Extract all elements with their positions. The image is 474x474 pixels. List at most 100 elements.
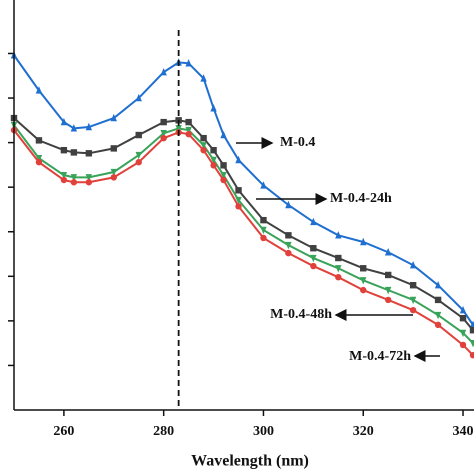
- marker: [70, 179, 78, 186]
- marker: [135, 159, 142, 166]
- marker: [135, 93, 142, 102]
- series-line: [13, 117, 474, 331]
- x-axis-label: Wavelength (nm): [191, 453, 309, 470]
- series-line: [13, 124, 474, 344]
- marker: [210, 162, 217, 169]
- marker: [185, 59, 192, 67]
- marker: [35, 86, 43, 94]
- marker: [409, 282, 417, 289]
- marker: [434, 311, 442, 320]
- marker: [360, 286, 367, 294]
- marker: [335, 231, 342, 239]
- legend-label: M-0.4-24h: [330, 191, 392, 206]
- marker: [235, 203, 242, 210]
- marker: [360, 277, 367, 285]
- marker: [310, 254, 317, 263]
- marker: [384, 286, 392, 295]
- marker: [185, 118, 192, 126]
- marker: [335, 265, 342, 273]
- marker: [360, 237, 367, 246]
- marker: [200, 146, 207, 154]
- marker: [210, 156, 217, 165]
- marker: [60, 176, 68, 184]
- marker: [220, 176, 227, 184]
- marker: [160, 118, 167, 126]
- marker: [185, 130, 192, 138]
- marker: [384, 271, 392, 279]
- series-line: [13, 54, 474, 326]
- marker: [335, 254, 342, 262]
- marker: [175, 125, 182, 133]
- marker: [260, 216, 267, 224]
- marker: [220, 130, 227, 139]
- marker: [310, 245, 317, 252]
- marker: [384, 248, 392, 256]
- marker: [70, 174, 78, 182]
- marker: [85, 174, 93, 182]
- x-tick-label: 320: [353, 424, 374, 439]
- x-tick-label: 260: [53, 424, 74, 439]
- marker: [434, 321, 442, 329]
- marker: [285, 241, 292, 250]
- marker: [469, 339, 474, 348]
- marker: [285, 249, 292, 257]
- marker: [434, 281, 442, 289]
- marker: [160, 134, 167, 142]
- marker: [210, 146, 217, 154]
- marker: [110, 145, 117, 152]
- marker: [235, 196, 242, 205]
- marker: [60, 117, 68, 126]
- marker: [185, 126, 192, 135]
- marker: [85, 122, 93, 131]
- marker: [459, 329, 467, 338]
- marker: [310, 262, 317, 270]
- marker: [459, 341, 467, 349]
- marker: [220, 171, 227, 180]
- marker: [459, 305, 467, 314]
- marker: [384, 296, 392, 304]
- marker: [260, 181, 267, 189]
- marker: [409, 296, 417, 305]
- marker: [110, 174, 117, 181]
- marker: [310, 217, 317, 226]
- marker: [35, 137, 43, 144]
- marker: [85, 179, 93, 186]
- marker: [459, 314, 467, 322]
- marker: [210, 104, 217, 112]
- marker: [200, 134, 207, 142]
- legend-label: M-0.4-72h: [349, 349, 411, 364]
- marker: [285, 232, 292, 239]
- marker: [160, 130, 167, 138]
- marker: [235, 187, 242, 194]
- marker: [60, 171, 68, 180]
- marker: [110, 168, 117, 177]
- x-tick-label: 340: [453, 424, 474, 439]
- marker: [360, 265, 367, 272]
- marker: [469, 351, 474, 359]
- legend-label: M-0.4: [280, 135, 315, 150]
- legend-label: M-0.4-48h: [270, 307, 332, 322]
- marker: [135, 151, 142, 160]
- marker: [35, 159, 43, 166]
- marker: [409, 306, 417, 314]
- marker: [220, 162, 227, 169]
- marker: [200, 74, 207, 82]
- marker: [335, 273, 342, 281]
- marker: [285, 200, 292, 209]
- marker: [409, 260, 417, 269]
- marker: [260, 234, 267, 242]
- marker: [110, 113, 117, 122]
- marker: [70, 149, 78, 156]
- marker: [135, 131, 142, 139]
- marker: [60, 146, 68, 154]
- x-tick-label: 280: [153, 424, 174, 439]
- marker: [35, 155, 43, 163]
- marker: [70, 124, 78, 132]
- marker: [200, 142, 207, 150]
- marker: [469, 327, 474, 334]
- x-tick-label: 300: [253, 424, 274, 439]
- marker: [160, 67, 167, 76]
- marker: [235, 155, 242, 164]
- marker: [260, 226, 267, 235]
